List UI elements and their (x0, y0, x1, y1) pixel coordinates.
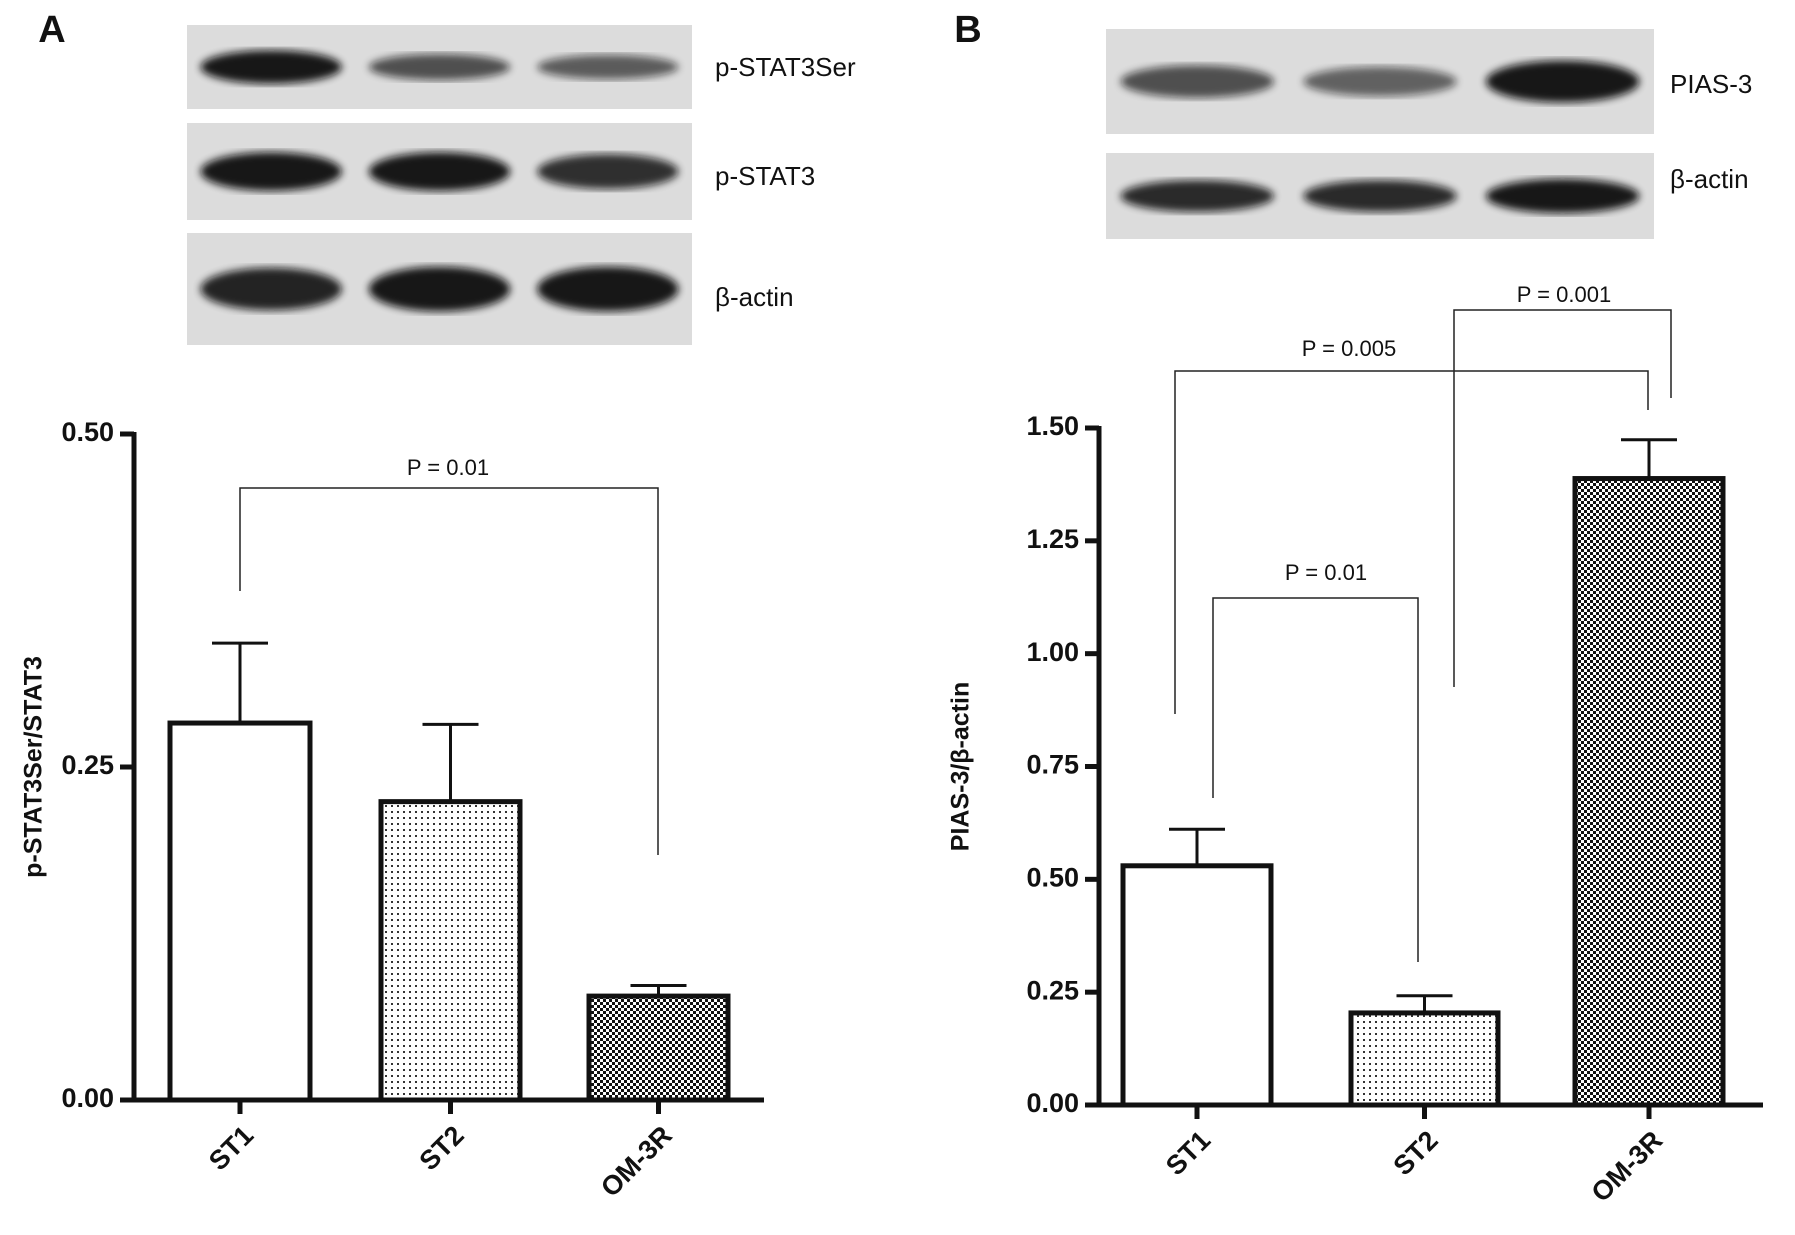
blot-band (537, 266, 679, 312)
y-tick-label: 1.25 (1026, 524, 1079, 554)
bar (1572, 476, 1726, 1108)
significance-bracket (1174, 370, 1649, 714)
y-tick-label: 0.00 (1026, 1088, 1079, 1118)
y-axis-label: PIAS-3/β-actin (947, 682, 975, 851)
x-tick-label: OM-3R (1586, 1125, 1669, 1208)
blot-band (200, 50, 342, 84)
blot-band (200, 152, 342, 191)
blot-band (368, 152, 511, 191)
x-tick-label: OM-3R (595, 1120, 678, 1203)
bar (1348, 1010, 1501, 1108)
blot-label: β-actin (1670, 164, 1749, 194)
y-tick-label: 0.50 (61, 417, 114, 447)
bar (1120, 863, 1274, 1108)
blot-label: p-STAT3 (715, 161, 815, 191)
blot-band (1120, 180, 1275, 212)
p-value: P = 0.001 (1517, 282, 1611, 307)
y-tick-label: 0.75 (1026, 750, 1079, 780)
x-tick-label: ST2 (1388, 1125, 1444, 1181)
significance-bracket (239, 487, 659, 855)
bar (167, 720, 313, 1103)
blot-label: PIAS-3 (1670, 69, 1752, 99)
x-tick-label: ST1 (203, 1120, 259, 1176)
x-tick-label: ST1 (1160, 1125, 1216, 1181)
blot-band (1303, 180, 1457, 212)
panel-label: A (38, 9, 65, 51)
y-tick-label: 0.25 (61, 750, 114, 780)
blot-band (537, 154, 679, 189)
bar (378, 799, 523, 1103)
significance-bracket (1453, 309, 1672, 687)
blot-band (1485, 60, 1640, 103)
blot-band (1120, 65, 1275, 98)
y-tick-label: 0.00 (61, 1083, 114, 1113)
significance-bracket (1212, 597, 1419, 962)
panel-label: B (954, 9, 981, 51)
y-tick-label: 0.50 (1026, 862, 1079, 892)
y-axis-label: p-STAT3Ser/STAT3 (20, 656, 48, 878)
y-tick-label: 1.50 (1026, 411, 1079, 441)
blot-band (200, 267, 342, 311)
x-tick-label: ST2 (414, 1120, 470, 1176)
y-tick-label: 1.00 (1026, 637, 1079, 667)
blot-band (1485, 178, 1640, 214)
blot-band (368, 53, 511, 81)
blot-label: β-actin (715, 282, 794, 312)
bar (586, 993, 731, 1103)
blot-band (537, 54, 679, 80)
p-value: P = 0.005 (1302, 336, 1396, 361)
p-value: P = 0.01 (1285, 560, 1367, 585)
blot-label: p-STAT3Ser (715, 52, 856, 82)
blot-band (1303, 66, 1457, 97)
p-value: P = 0.01 (407, 455, 489, 480)
blot-band (368, 266, 511, 312)
y-tick-label: 0.25 (1026, 975, 1079, 1005)
